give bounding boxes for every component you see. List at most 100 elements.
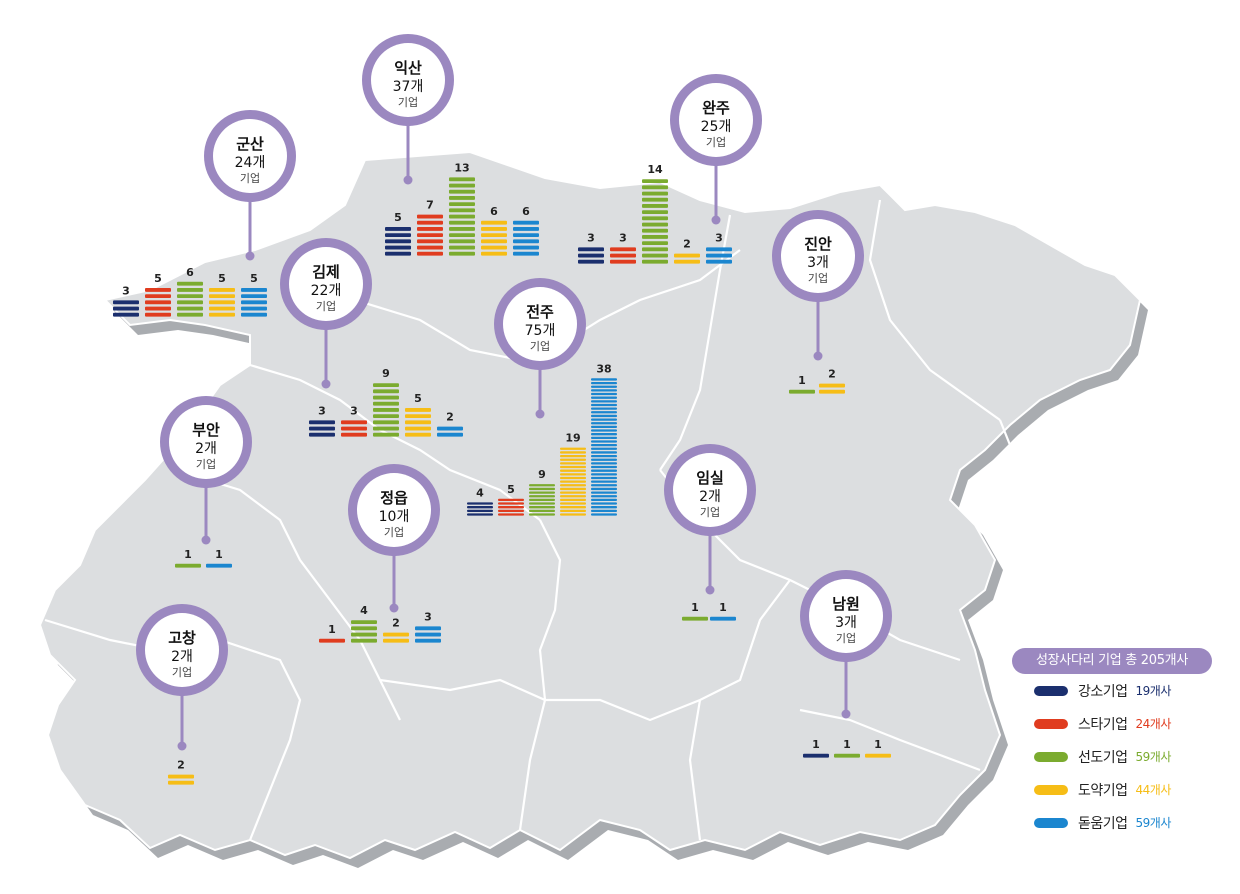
region-unit: 기업 bbox=[808, 272, 828, 285]
bar-segment bbox=[513, 227, 539, 231]
bar-segment bbox=[449, 202, 475, 207]
bar-segment bbox=[467, 502, 493, 505]
pin-dot bbox=[403, 175, 413, 185]
bar-segment bbox=[373, 414, 399, 419]
gunsan-bar-dodum: 5 bbox=[241, 272, 267, 317]
bar-segment bbox=[591, 400, 617, 403]
region-company-count: 75개 bbox=[525, 323, 556, 339]
bar-segment bbox=[591, 403, 617, 407]
bar-segment bbox=[437, 432, 463, 437]
bar-segment bbox=[385, 251, 411, 256]
bar-segment bbox=[560, 476, 586, 480]
bar-segment bbox=[417, 227, 443, 231]
namwon-bar-seondo: 1 bbox=[834, 738, 860, 758]
bar-value-label: 7 bbox=[426, 199, 434, 212]
bar-segment bbox=[209, 288, 235, 292]
gimje-bar-chart: 3 3 9 5 2 bbox=[309, 367, 463, 437]
bar-segment bbox=[591, 447, 617, 450]
pin-face bbox=[809, 579, 883, 653]
bar-segment bbox=[449, 177, 475, 182]
region-company-count: 3개 bbox=[807, 255, 829, 271]
bar-value-label: 3 bbox=[318, 404, 326, 417]
bar-segment bbox=[498, 502, 524, 505]
bar-segment bbox=[415, 632, 441, 637]
bar-value-label: 6 bbox=[186, 266, 194, 279]
bar-segment bbox=[560, 454, 586, 458]
bar-segment bbox=[706, 259, 732, 264]
bar-segment bbox=[610, 253, 636, 258]
bar-segment bbox=[405, 426, 431, 431]
bar-segment bbox=[145, 312, 171, 317]
bar-segment bbox=[560, 469, 586, 472]
bar-segment bbox=[560, 498, 586, 502]
bar-segment bbox=[834, 753, 860, 758]
bar-segment bbox=[177, 294, 203, 299]
legend-item-doyak: 도약기업 44개사 bbox=[1034, 773, 1212, 806]
legend-swatch bbox=[1034, 751, 1068, 762]
region-company-count: 2개 bbox=[171, 649, 193, 665]
bar-value-label: 3 bbox=[424, 610, 432, 623]
bar-value-label: 5 bbox=[250, 272, 258, 285]
bar-segment bbox=[591, 411, 617, 414]
legend-count: 24개사 bbox=[1135, 717, 1172, 731]
bar-segment bbox=[529, 506, 555, 509]
bar-segment bbox=[591, 418, 617, 421]
legend-item-kangso: 강소기업 19개사 bbox=[1034, 674, 1212, 707]
bar-segment bbox=[206, 563, 232, 568]
wanju-bar-chart: 3 3 14 2 3 bbox=[578, 163, 732, 264]
bar-segment bbox=[591, 502, 617, 505]
bar-segment bbox=[145, 294, 171, 299]
bar-segment bbox=[642, 241, 668, 246]
region-company-count: 2개 bbox=[195, 441, 217, 457]
bar-segment bbox=[415, 626, 441, 631]
bar-segment bbox=[241, 288, 267, 292]
bar-segment bbox=[591, 480, 617, 483]
bar-segment bbox=[560, 491, 586, 494]
legend-item-star: 스타기업 24개사 bbox=[1034, 707, 1212, 740]
bar-segment bbox=[145, 300, 171, 305]
bar-segment bbox=[405, 408, 431, 412]
bar-segment bbox=[373, 383, 399, 388]
bar-segment bbox=[481, 239, 507, 244]
bar-segment bbox=[591, 469, 617, 472]
bar-value-label: 1 bbox=[184, 548, 192, 561]
gimje-bar-doyak: 5 bbox=[405, 392, 431, 437]
imsil-bar-seondo: 1 bbox=[682, 601, 708, 621]
bar-segment bbox=[385, 239, 411, 244]
jeongeup-bar-star: 1 bbox=[319, 623, 345, 643]
bar-segment bbox=[529, 502, 555, 505]
pin-face bbox=[145, 613, 219, 687]
pin-dot bbox=[321, 379, 331, 389]
bar-segment bbox=[383, 632, 409, 637]
bar-segment bbox=[560, 462, 586, 465]
bar-segment bbox=[591, 509, 617, 512]
region-unit: 기업 bbox=[836, 632, 856, 645]
pin-dot bbox=[535, 409, 545, 419]
bar-segment bbox=[591, 381, 617, 385]
bar-segment bbox=[710, 616, 736, 621]
region-name: 전주 bbox=[526, 303, 554, 321]
bar-segment bbox=[209, 306, 235, 311]
bar-segment bbox=[481, 233, 507, 238]
bar-segment bbox=[449, 189, 475, 194]
bar-value-label: 14 bbox=[647, 163, 663, 176]
pin-face bbox=[289, 247, 363, 321]
region-unit: 기업 bbox=[196, 458, 216, 471]
namwon-bar-doyak: 1 bbox=[865, 738, 891, 758]
legend-label: 돋움기업 bbox=[1078, 815, 1128, 832]
bar-value-label: 4 bbox=[476, 486, 484, 499]
bar-segment bbox=[529, 495, 555, 498]
legend: 성장사다리 기업 총 205개사 강소기업 19개사 스타기업 24개사 선도기업 59개… bbox=[1012, 648, 1212, 839]
